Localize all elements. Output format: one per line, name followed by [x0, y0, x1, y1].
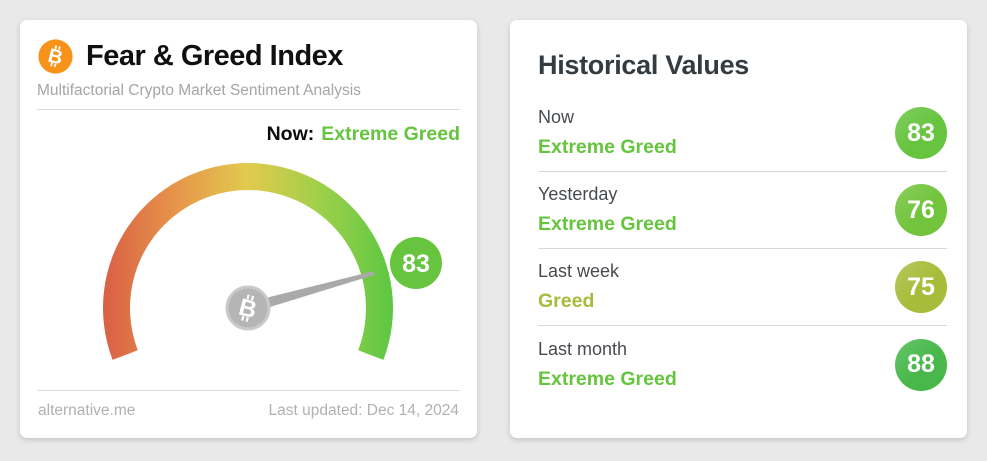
bitcoin-hub-icon: B [236, 294, 259, 324]
sentiment-label: Extreme Greed [538, 367, 677, 390]
now-label: Now: [266, 123, 315, 145]
page-subtitle: Multifactorial Crypto Market Sentiment A… [37, 82, 361, 99]
history-row-last-week: Last week Greed 75 [538, 249, 947, 326]
history-row-yesterday: Yesterday Extreme Greed 76 [538, 172, 947, 249]
current-sentiment-line: Now: Extreme Greed [37, 123, 460, 146]
gauge-container: B 83 [37, 152, 460, 390]
period-label: Last week [538, 261, 620, 281]
value-badge: 76 [895, 184, 947, 236]
sentiment-label: Extreme Greed [538, 213, 677, 235]
header-divider [37, 109, 460, 110]
source-link[interactable]: alternative.me [38, 402, 136, 419]
gauge-value-badge: 83 [390, 237, 442, 289]
page-title: Fear & Greed Index [86, 40, 343, 72]
value-badge: 83 [895, 107, 947, 159]
svg-text:B: B [236, 294, 259, 324]
now-sentiment-value: Extreme Greed [321, 123, 460, 145]
period-label: Last month [538, 338, 628, 359]
gauge-needle [246, 271, 375, 314]
period-label: Now [538, 107, 575, 127]
bitcoin-icon: B [38, 39, 73, 74]
svg-text:B: B [46, 45, 65, 70]
value-badge: 75 [895, 261, 947, 313]
sentiment-label: Extreme Greed [538, 136, 677, 158]
gauge-hub: B [225, 285, 271, 331]
value-badge: 88 [895, 338, 947, 391]
fear-greed-card: B Fear & Greed Index Multifactorial Cryp… [20, 20, 477, 438]
historical-values-title: Historical Values [538, 50, 750, 80]
fear-greed-header: B Fear & Greed Index [37, 38, 460, 75]
last-updated-text: Last updated: Dec 14, 2024 [268, 402, 459, 419]
footer-divider [37, 390, 460, 391]
period-label: Yesterday [538, 184, 618, 204]
sentiment-label: Greed [538, 290, 595, 312]
history-row-now: Now Extreme Greed 83 [538, 95, 947, 172]
card-footer: alternative.me Last updated: Dec 14, 202… [37, 393, 460, 426]
gauge-value: 83 [402, 250, 430, 278]
gauge-arc [102, 163, 393, 360]
fear-greed-gauge: B 83 [102, 163, 442, 360]
history-row-last-month: Last month Extreme Greed 88 [538, 326, 947, 403]
historical-values-card: Historical Values Now Extreme Greed 83 Y… [510, 20, 967, 438]
historical-values-list: Now Extreme Greed 83 Yesterday Extreme G… [538, 95, 947, 403]
